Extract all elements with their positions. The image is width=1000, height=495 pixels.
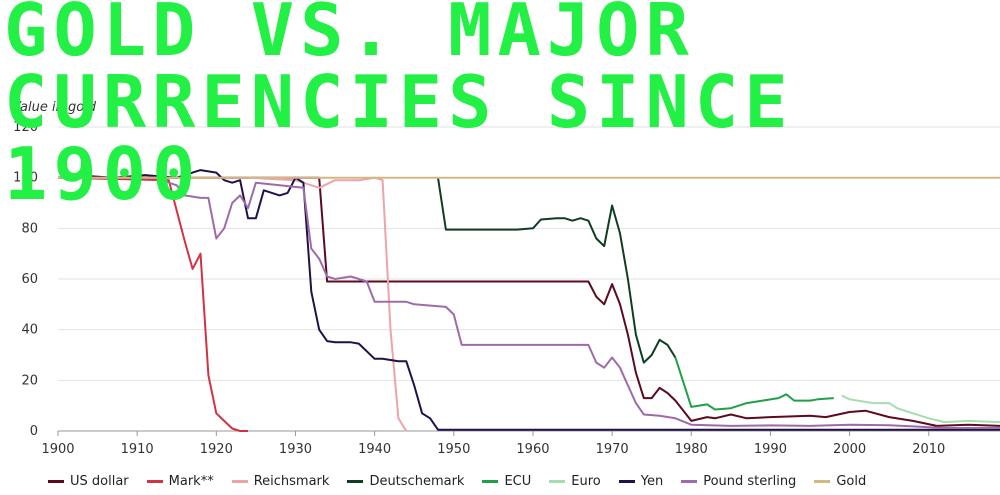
y-tick-label: 20 (21, 373, 38, 388)
x-tick-label: 1930 (279, 442, 312, 457)
legend-item: Yen (618, 474, 664, 489)
series-line-pound-sterling (58, 176, 1000, 429)
legend-swatch (681, 480, 698, 483)
x-axis-ticks: 1900 1910 1920 1930 1940 1950 1960 1970 1980 1990… (41, 431, 945, 457)
series-line-yen (57, 169, 1000, 431)
series-line-deutschemark (437, 177, 677, 364)
legend-item: Mark** (146, 474, 214, 489)
x-tick-label: 1990 (754, 442, 787, 457)
x-tick-label: 1910 (121, 442, 154, 457)
chart-legend: US dollar Mark** Reichsmark Deutschemark ECU… (48, 474, 866, 489)
x-tick-label: 2010 (912, 442, 945, 457)
legend-swatch (814, 480, 831, 483)
legend-label: US dollar (70, 474, 129, 489)
legend-item: Gold (814, 474, 866, 489)
legend-item: Euro (549, 474, 601, 489)
series-line-euro (841, 394, 1000, 424)
y-tick-label: 80 (21, 221, 38, 236)
legend-label: Mark** (168, 474, 214, 489)
legend-swatch (482, 480, 499, 483)
series-line-ecu (674, 357, 834, 411)
legend-item: Pound sterling (681, 474, 796, 489)
legend-swatch (146, 480, 163, 483)
series-line-us-dollar (58, 176, 1000, 427)
legend-label: Deutschemark (369, 474, 465, 489)
series-lines (57, 169, 1000, 432)
y-axis-ticks: 0 20 40 60 80 100 120 (13, 120, 38, 439)
y-tick-label: 100 (13, 171, 38, 186)
x-tick-label: 1920 (200, 442, 233, 457)
y-axis-label: Value in gold (12, 100, 97, 115)
gridlines (58, 126, 1000, 432)
y-tick-label: 40 (21, 323, 38, 338)
y-tick-label: 0 (30, 424, 38, 439)
x-tick-label: 1950 (437, 442, 470, 457)
x-tick-label: 1940 (358, 442, 391, 457)
legend-item: Deutschemark (347, 474, 464, 489)
y-tick-label: 60 (21, 272, 38, 287)
legend-item: US dollar (48, 474, 129, 489)
legend-label: Reichsmark (253, 474, 330, 489)
x-tick-label: 1970 (596, 442, 629, 457)
legend-label: Euro (571, 474, 601, 489)
legend-label: Gold (836, 474, 867, 489)
legend-swatch (549, 480, 566, 483)
x-tick-label: 1900 (41, 442, 74, 457)
series-line-reichsmark (247, 176, 408, 432)
legend-label: Pound sterling (703, 474, 797, 489)
x-tick-label: 2000 (833, 442, 866, 457)
series-line-mark (57, 176, 248, 432)
x-tick-label: 1960 (516, 442, 549, 457)
legend-swatch (231, 480, 248, 483)
legend-swatch (347, 480, 364, 483)
legend-item: Reichsmark (231, 474, 330, 489)
legend-label: ECU (504, 474, 532, 489)
legend-swatch (618, 480, 635, 483)
legend-item: ECU (482, 474, 531, 489)
legend-swatch (48, 480, 64, 483)
x-tick-label: 1980 (675, 442, 708, 457)
legend-label: Yen (640, 474, 664, 489)
y-tick-label: 120 (13, 120, 38, 135)
